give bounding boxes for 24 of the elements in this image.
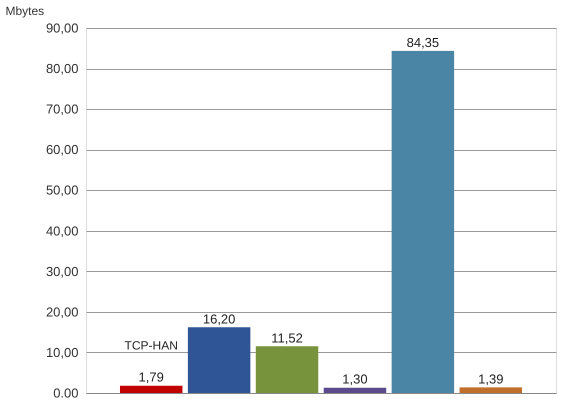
y-tick-label: 40,00 — [46, 223, 78, 238]
y-tick-label: 60,00 — [46, 142, 78, 158]
data-label: 1,39 — [478, 371, 504, 386]
y-tick-label: 70,00 — [46, 102, 78, 117]
data-label: 11,52 — [271, 330, 303, 346]
data-label: 1,30 — [342, 372, 368, 387]
bar — [188, 327, 250, 393]
y-axis-title: Mbytes — [5, 4, 44, 18]
y-tick-label: 80,00 — [46, 61, 78, 76]
bar — [460, 387, 522, 393]
y-tick-label: 50,00 — [46, 182, 78, 198]
bar — [392, 50, 454, 393]
y-tick-label: 30,00 — [46, 264, 78, 279]
bar — [120, 386, 182, 393]
bar — [256, 346, 318, 393]
y-tick-label: 10,00 — [46, 344, 78, 360]
bar — [324, 388, 386, 393]
data-label: 1,79 — [138, 370, 164, 385]
y-tick-label: 20,00 — [46, 304, 78, 320]
data-label: 16,20 — [202, 311, 236, 326]
y-tick-label: 90,00 — [46, 20, 78, 36]
data-label: 84,35 — [406, 34, 440, 50]
annotation: TCP-HAN — [124, 338, 178, 353]
y-tick-label: 0.00 — [53, 386, 78, 400]
